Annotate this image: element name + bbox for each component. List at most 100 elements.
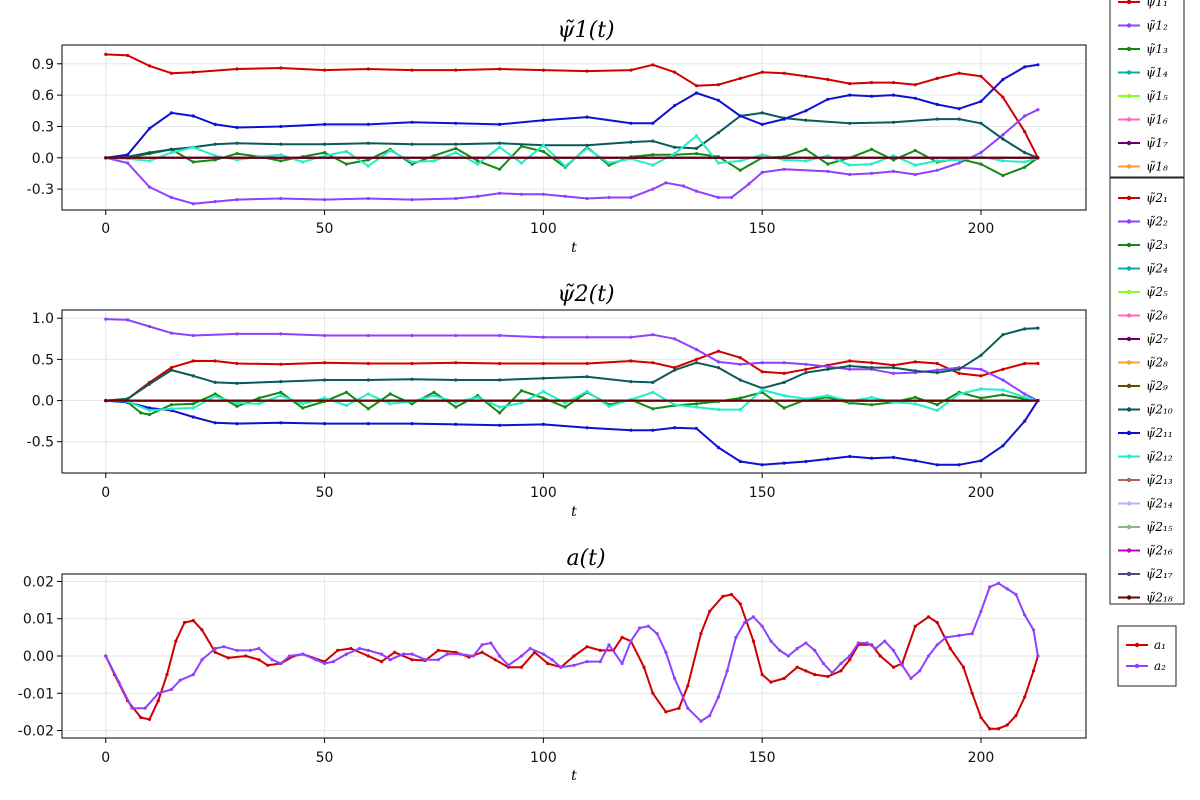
data-point <box>979 459 983 463</box>
data-point <box>913 96 917 100</box>
data-point <box>598 648 602 653</box>
data-point <box>1023 395 1027 399</box>
data-point <box>585 375 589 379</box>
data-point <box>301 160 305 164</box>
y-tick-label: 0.9 <box>32 57 54 73</box>
data-point <box>694 134 699 138</box>
data-point <box>935 408 939 412</box>
data-point <box>826 394 830 398</box>
series-line <box>105 53 1039 159</box>
data-point <box>979 715 983 720</box>
data-point <box>996 727 1001 731</box>
data-point <box>935 102 939 107</box>
data-point <box>673 145 677 149</box>
data-point <box>694 347 699 352</box>
legend-marker <box>1126 524 1132 530</box>
x-tick-label: 100 <box>530 485 557 501</box>
data-point <box>454 121 458 125</box>
data-point <box>1023 165 1027 169</box>
data-point <box>366 407 370 411</box>
series-line <box>105 108 1039 205</box>
data-point <box>388 402 392 406</box>
legend-marker <box>1126 454 1132 459</box>
data-point <box>541 68 546 72</box>
y-tick-label: 0.0 <box>32 394 54 410</box>
data-point <box>379 652 384 656</box>
data-point <box>795 646 799 651</box>
data-point <box>646 624 651 628</box>
x-tick-label: 100 <box>530 221 557 237</box>
data-point <box>498 378 502 382</box>
data-point <box>813 648 817 653</box>
data-point <box>200 628 204 632</box>
data-point <box>191 333 195 338</box>
data-point <box>782 158 786 162</box>
data-point <box>870 171 874 175</box>
data-point <box>147 126 152 131</box>
chart-title: ψ̃2(t) <box>557 282 614 307</box>
data-point <box>454 422 458 426</box>
data-point <box>235 332 239 336</box>
legend-label: ψ̃2₉ <box>1146 379 1168 393</box>
data-point <box>1001 159 1005 163</box>
data-point <box>804 74 808 78</box>
data-point <box>498 654 502 658</box>
data-point <box>344 390 348 394</box>
data-point <box>454 151 458 155</box>
data-point <box>1001 173 1005 178</box>
data-point <box>782 117 786 121</box>
data-point <box>782 394 786 398</box>
data-point <box>620 635 624 640</box>
data-point <box>476 159 480 163</box>
data-point <box>883 639 887 643</box>
data-point <box>891 665 896 669</box>
data-point <box>410 361 414 366</box>
data-point <box>147 185 152 189</box>
data-point <box>913 402 917 406</box>
data-point <box>257 658 261 662</box>
data-point <box>279 159 283 163</box>
data-point <box>191 406 195 410</box>
data-point <box>865 641 869 645</box>
data-point <box>826 77 830 82</box>
data-point <box>1036 361 1040 366</box>
x-tick-label: 0 <box>101 750 110 766</box>
data-point <box>104 399 108 403</box>
data-point <box>651 333 655 337</box>
data-point <box>454 333 458 338</box>
data-point <box>694 361 699 365</box>
data-point <box>156 699 160 703</box>
data-point <box>585 361 589 366</box>
data-point <box>848 654 852 658</box>
data-point <box>519 654 524 658</box>
data-point <box>432 159 436 163</box>
data-point <box>804 147 808 151</box>
data-point <box>213 200 217 204</box>
y-tick-label: -0.5 <box>27 435 54 451</box>
data-point <box>891 648 896 653</box>
data-point <box>147 406 152 410</box>
data-point <box>498 145 502 149</box>
legend-label: ψ̃2₄ <box>1146 262 1168 276</box>
data-point <box>1014 714 1018 718</box>
data-point <box>1036 108 1040 112</box>
y-tick-label: 0.6 <box>32 88 54 104</box>
data-point <box>257 402 261 406</box>
data-point <box>117 680 121 684</box>
data-point <box>126 161 130 165</box>
data-point <box>979 367 983 371</box>
data-point <box>366 422 370 426</box>
data-point <box>935 159 939 163</box>
data-point <box>769 680 773 684</box>
data-point <box>979 121 983 125</box>
data-point <box>629 335 633 339</box>
data-point <box>366 361 370 366</box>
data-point <box>563 405 567 409</box>
data-point <box>751 639 756 643</box>
data-point <box>760 388 764 392</box>
series-18 <box>104 399 1040 403</box>
data-point <box>760 122 764 126</box>
data-point <box>191 160 195 164</box>
data-point <box>970 691 974 695</box>
